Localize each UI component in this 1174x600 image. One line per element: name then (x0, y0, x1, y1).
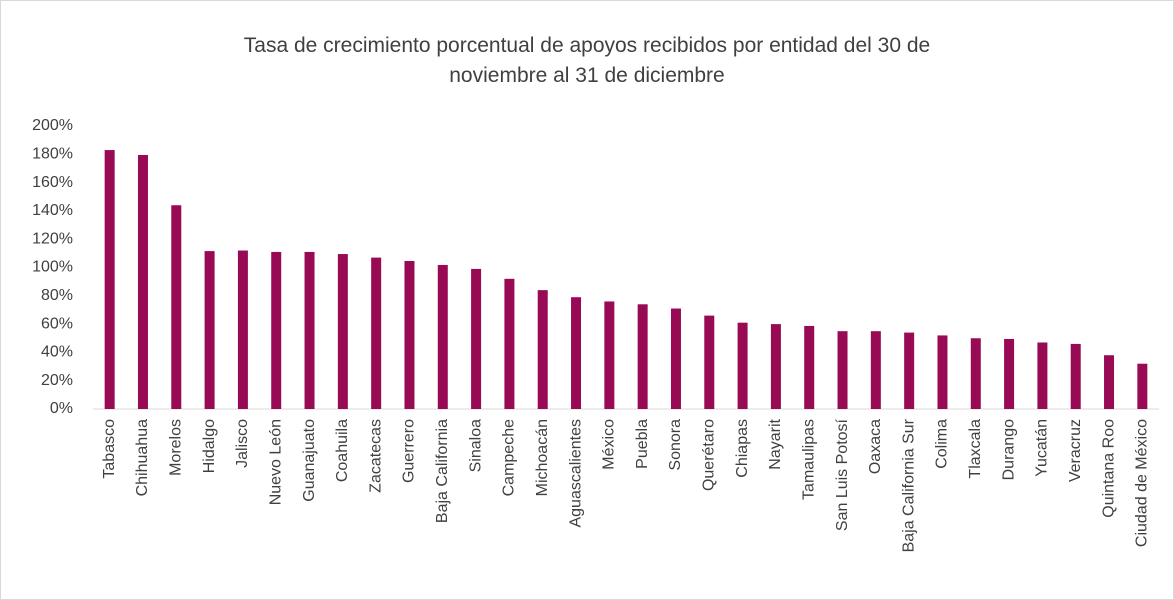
y-tick-label: 100% (32, 259, 73, 276)
bar (237, 250, 248, 409)
x-tick-label: Veracruz (1067, 419, 1084, 482)
x-tick-label: Jalisco (234, 419, 251, 468)
bar (670, 308, 681, 409)
x-tick-label: Coahuila (334, 419, 351, 482)
x-tick-label: México (601, 419, 618, 470)
bar (171, 205, 182, 409)
x-tick-label: Chihuahua (134, 419, 151, 497)
chart-title: Tasa de crecimiento porcentual de apoyos… (243, 34, 931, 87)
x-tick-label: Durango (1000, 419, 1017, 480)
x-tick-label: Hidalgo (201, 419, 218, 473)
y-tick-label: 120% (32, 230, 73, 247)
bar (1137, 363, 1148, 409)
bar (970, 338, 981, 409)
y-tick-label: 140% (32, 202, 73, 219)
bar (204, 251, 215, 409)
x-tick-label: Aguascalientes (567, 419, 584, 528)
bar (337, 254, 348, 409)
bar (737, 322, 748, 409)
bar (271, 251, 282, 409)
x-tick-label: Tamaulipas (800, 419, 817, 500)
x-tick-label: Colima (934, 419, 951, 469)
x-tick-label: Baja California (434, 419, 451, 523)
bar (870, 331, 881, 409)
x-tick-label: Sonora (667, 419, 684, 471)
bar (804, 325, 815, 409)
x-tick-label: Michoacán (534, 419, 551, 496)
x-tick-label: Chiapas (734, 419, 751, 478)
x-tick-label: Guerrero (401, 419, 418, 483)
y-tick-label: 180% (32, 146, 73, 163)
bar (1004, 338, 1015, 409)
x-tick-label: Yucatán (1034, 419, 1051, 477)
x-tick-label: Baja California Sur (900, 418, 917, 552)
x-tick-label: Nayarit (767, 418, 784, 469)
bar (837, 331, 848, 409)
bar (571, 297, 582, 409)
bar (1037, 342, 1048, 409)
bar (770, 324, 781, 409)
bar (437, 264, 448, 409)
y-tick-label: 80% (41, 287, 73, 304)
x-tick-label: Nuevo León (267, 419, 284, 505)
bar (404, 260, 415, 409)
x-tick-label: Quintana Roo (1100, 419, 1117, 518)
x-tick-label: Campeche (501, 419, 518, 496)
x-tick-label: Tabasco (101, 419, 118, 479)
y-tick-label: 160% (32, 174, 73, 191)
bar (504, 278, 515, 409)
bar (904, 332, 915, 409)
x-tick-label: Zacatecas (367, 419, 384, 493)
x-tick-label: Oaxaca (867, 419, 884, 474)
y-tick-label: 0% (50, 400, 73, 417)
x-tick-label: Ciudad de México (1134, 419, 1151, 547)
bar (704, 315, 715, 409)
x-tick-label: Tlaxcala (967, 419, 984, 479)
x-tick-label: Puebla (634, 419, 651, 469)
x-tick-label: San Luis Potosí (834, 418, 851, 531)
bar (471, 268, 482, 409)
bar (937, 335, 948, 409)
y-tick-label: 20% (41, 372, 73, 389)
bar (371, 257, 382, 409)
bar (137, 155, 148, 409)
bar (537, 290, 548, 409)
bar (104, 150, 115, 409)
bar (604, 301, 615, 409)
x-tick-label: Querétaro (701, 419, 718, 491)
bar (1070, 343, 1081, 409)
bar (1104, 355, 1115, 409)
bar (304, 251, 315, 409)
y-tick-label: 40% (41, 344, 73, 361)
x-tick-label: Guanajuato (301, 419, 318, 502)
bar (637, 304, 648, 409)
y-tick-label: 200% (32, 117, 73, 134)
x-tick-label: Morelos (168, 419, 185, 476)
y-tick-label: 60% (41, 315, 73, 332)
x-tick-label: Sinaloa (467, 419, 484, 472)
